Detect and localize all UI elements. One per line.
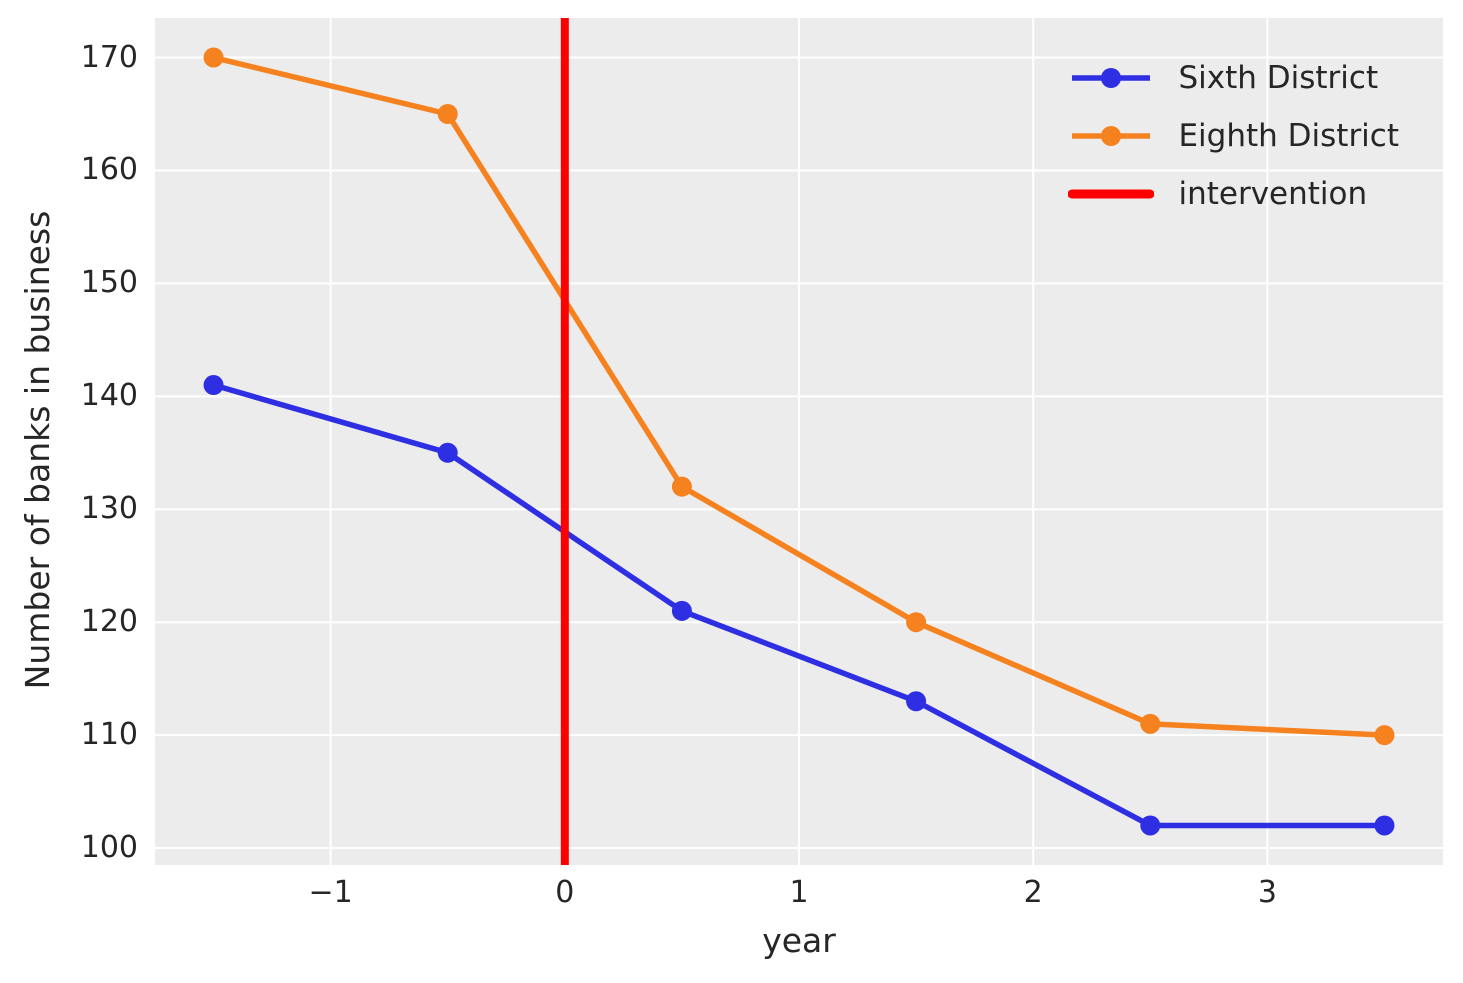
legend-label-intervention: intervention bbox=[1178, 176, 1368, 212]
y-tick-label: 160 bbox=[80, 152, 138, 188]
y-tick-label: 110 bbox=[80, 717, 138, 753]
legend-swatch-eighth-district bbox=[1072, 126, 1151, 146]
y-tick-label: 130 bbox=[80, 491, 138, 527]
x-axis-label: year bbox=[762, 921, 836, 960]
legend-swatch-sixth-district bbox=[1072, 68, 1151, 88]
y-tick-label: 140 bbox=[80, 378, 138, 414]
plot-area: Sixth District Eighth District intervent… bbox=[155, 18, 1443, 865]
x-tick-label: 3 bbox=[1257, 875, 1277, 910]
x-tick-label: 1 bbox=[789, 875, 809, 910]
y-tick-label: 170 bbox=[80, 39, 138, 75]
y-tick-label: 100 bbox=[80, 830, 138, 866]
legend-label-eighth-district: Eighth District bbox=[1178, 118, 1399, 154]
legend-swatch-intervention bbox=[1068, 189, 1155, 199]
chart-canvas bbox=[155, 18, 1443, 865]
y-tick-label: 120 bbox=[80, 604, 138, 640]
y-axis-label: Number of banks in business bbox=[18, 210, 57, 690]
x-tick-label: 0 bbox=[555, 875, 575, 910]
legend: Sixth District Eighth District intervent… bbox=[1068, 56, 1399, 216]
y-tick-label: 150 bbox=[80, 265, 138, 301]
x-tick-label: 2 bbox=[1023, 875, 1043, 910]
x-tick-label: −1 bbox=[308, 875, 353, 910]
legend-item-sixth-district: Sixth District bbox=[1068, 56, 1399, 100]
legend-item-eighth-district: Eighth District bbox=[1068, 114, 1399, 158]
legend-item-intervention: intervention bbox=[1068, 172, 1399, 216]
legend-label-sixth-district: Sixth District bbox=[1178, 60, 1379, 96]
